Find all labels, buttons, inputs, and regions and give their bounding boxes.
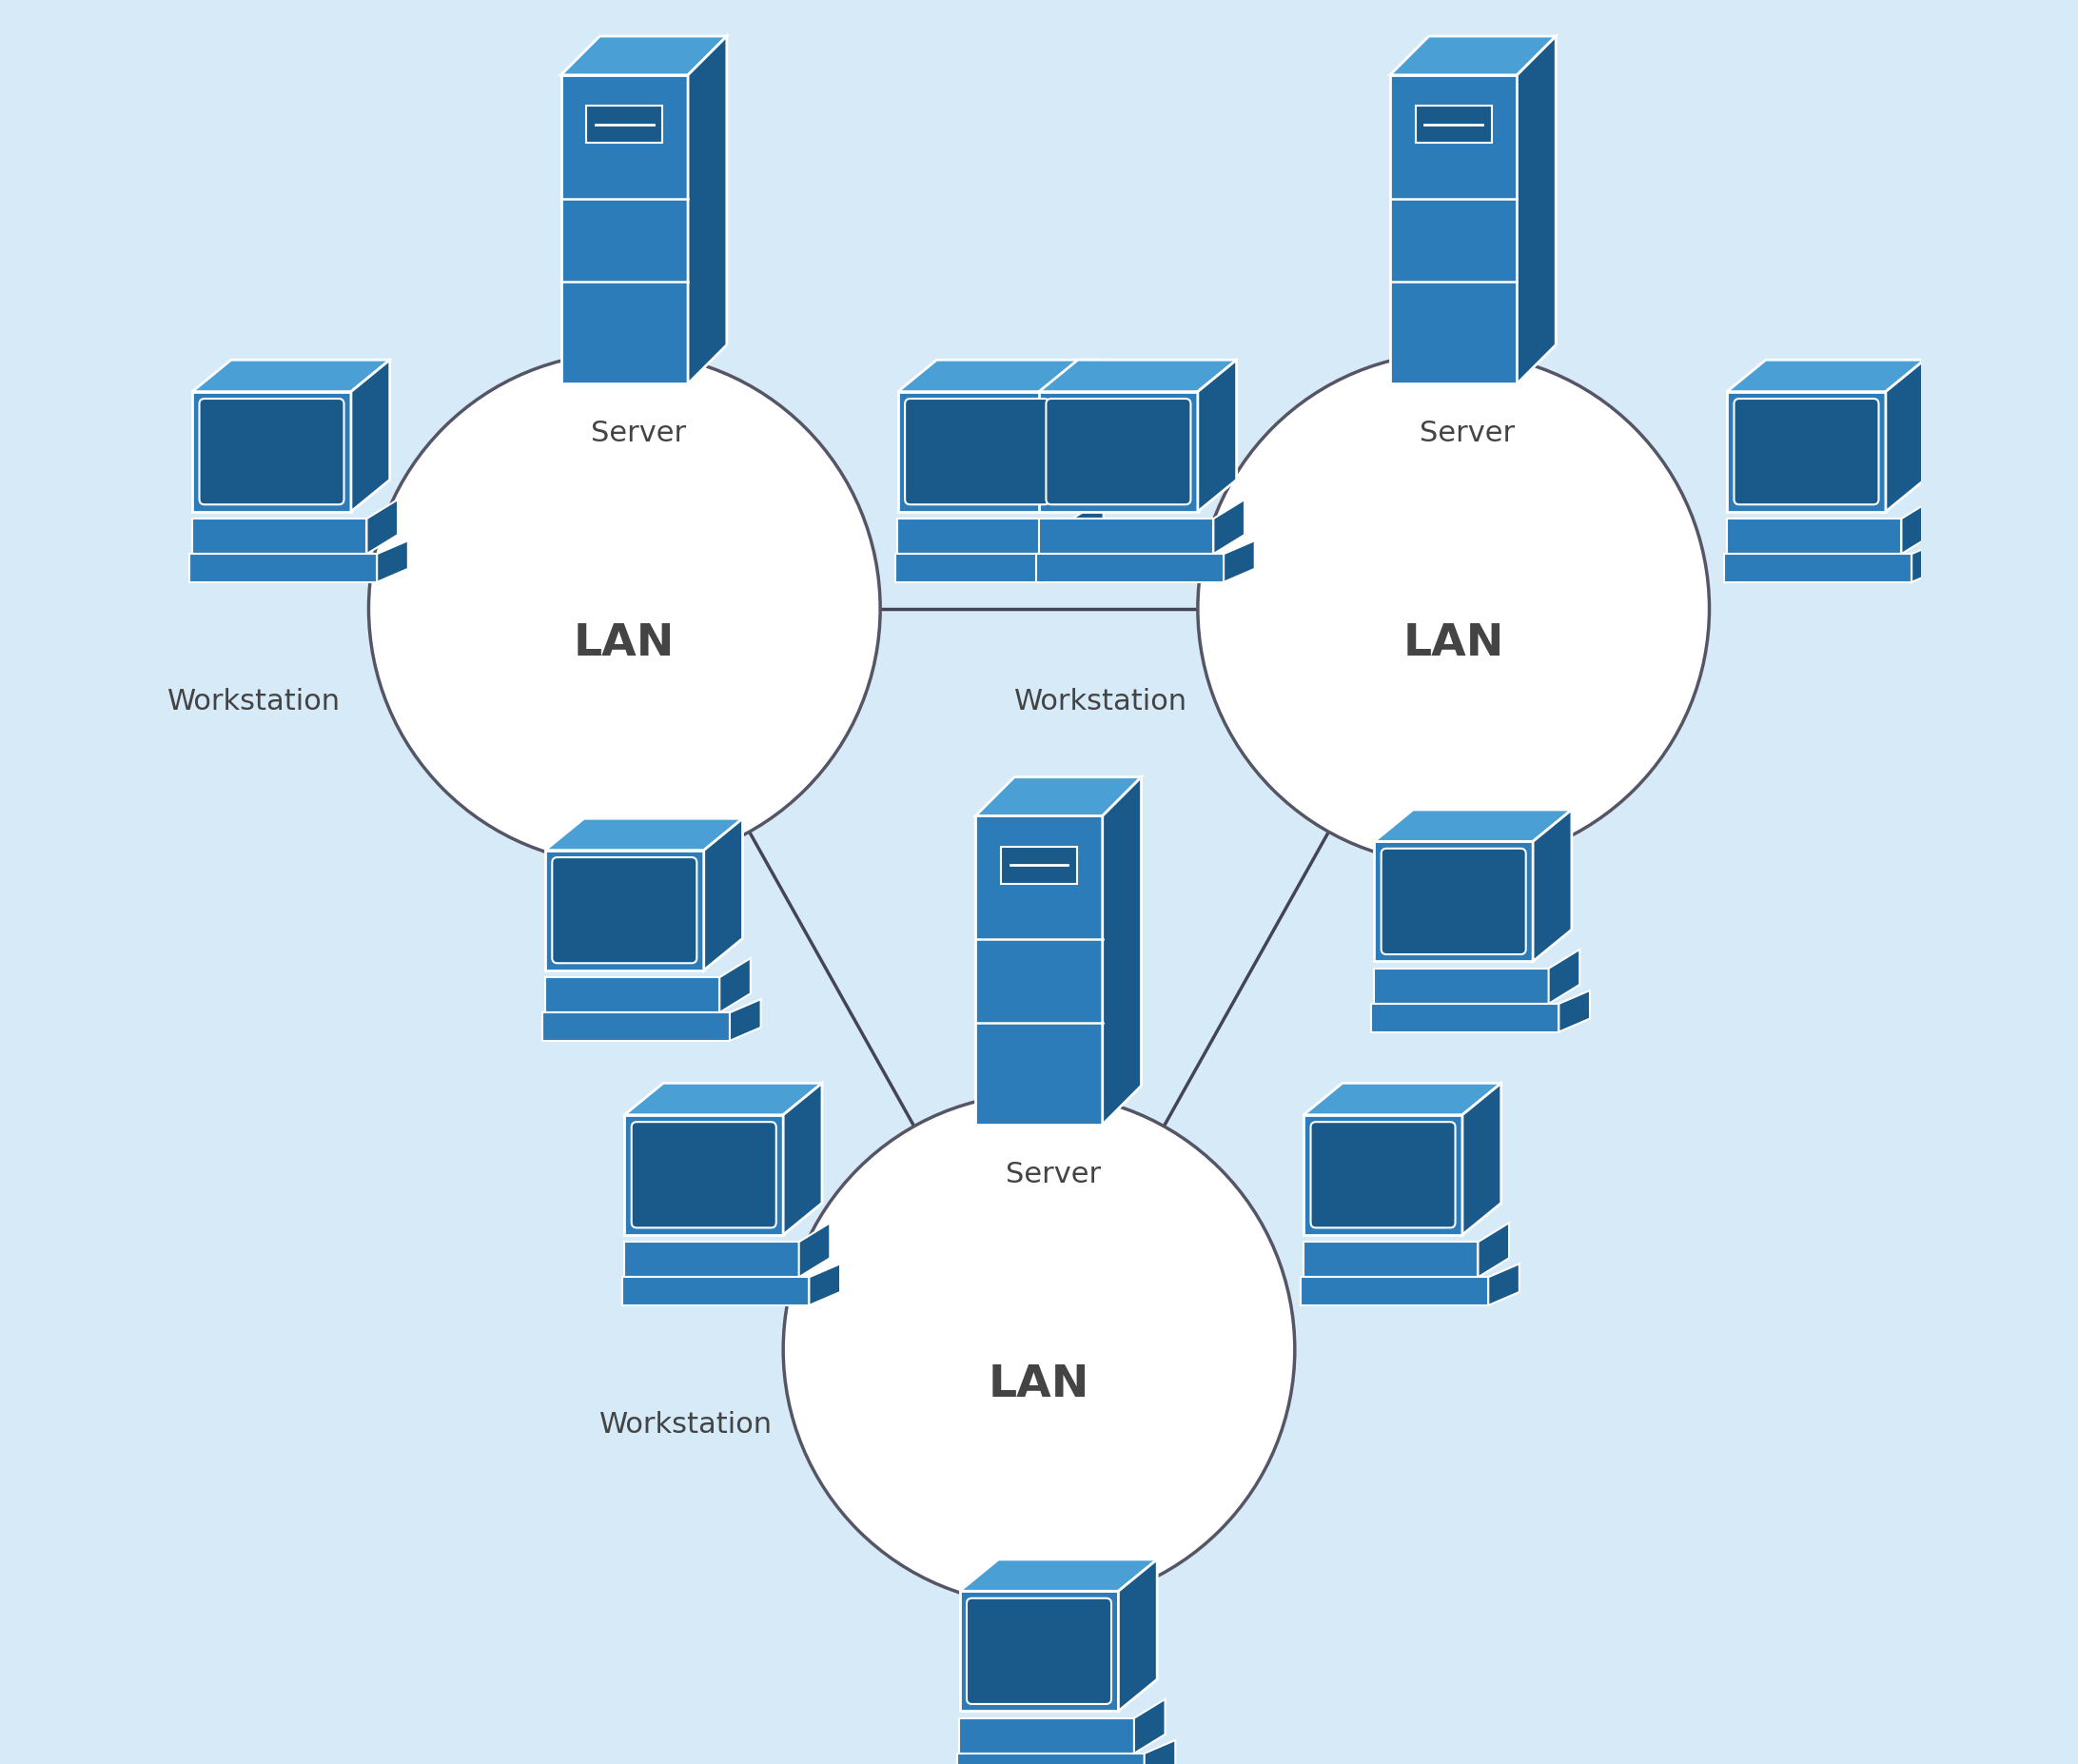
Polygon shape	[1463, 1083, 1500, 1235]
Text: LAN: LAN	[989, 1364, 1089, 1406]
Polygon shape	[808, 1263, 840, 1305]
Polygon shape	[1912, 540, 1943, 582]
Polygon shape	[1118, 1559, 1157, 1711]
Polygon shape	[1548, 949, 1579, 1004]
Text: Workstation: Workstation	[168, 688, 341, 716]
FancyBboxPatch shape	[966, 1598, 1112, 1704]
Polygon shape	[1558, 990, 1590, 1032]
FancyBboxPatch shape	[958, 1753, 1145, 1764]
Polygon shape	[1901, 499, 1933, 554]
Polygon shape	[1145, 1739, 1176, 1764]
FancyBboxPatch shape	[625, 1115, 783, 1235]
FancyBboxPatch shape	[1039, 519, 1214, 554]
Polygon shape	[1039, 360, 1236, 392]
Polygon shape	[625, 1083, 823, 1115]
FancyBboxPatch shape	[621, 1277, 808, 1305]
Text: LAN: LAN	[574, 623, 675, 665]
FancyBboxPatch shape	[1002, 847, 1076, 884]
FancyBboxPatch shape	[960, 1591, 1118, 1711]
FancyBboxPatch shape	[904, 399, 1049, 505]
Text: Workstation: Workstation	[1014, 688, 1187, 716]
Polygon shape	[544, 818, 742, 850]
Circle shape	[368, 353, 881, 864]
Circle shape	[1197, 353, 1710, 864]
Polygon shape	[729, 998, 761, 1041]
FancyBboxPatch shape	[1303, 1242, 1477, 1277]
FancyBboxPatch shape	[1374, 841, 1534, 961]
Polygon shape	[1390, 35, 1556, 76]
FancyBboxPatch shape	[1733, 399, 1879, 505]
FancyBboxPatch shape	[1311, 1122, 1455, 1228]
FancyBboxPatch shape	[960, 1718, 1135, 1753]
FancyBboxPatch shape	[1382, 848, 1525, 954]
FancyBboxPatch shape	[1045, 399, 1191, 505]
Polygon shape	[719, 958, 750, 1013]
Text: Workstation: Workstation	[601, 1411, 773, 1439]
Polygon shape	[1303, 1083, 1500, 1115]
FancyBboxPatch shape	[1727, 392, 1885, 512]
Polygon shape	[1534, 810, 1571, 961]
Text: Server: Server	[590, 420, 686, 448]
FancyBboxPatch shape	[553, 857, 696, 963]
FancyBboxPatch shape	[1037, 554, 1224, 582]
Polygon shape	[1517, 35, 1556, 385]
Polygon shape	[1056, 360, 1095, 512]
Polygon shape	[376, 540, 407, 582]
FancyBboxPatch shape	[1039, 392, 1197, 512]
Polygon shape	[975, 776, 1141, 815]
Polygon shape	[193, 360, 391, 392]
Polygon shape	[704, 818, 742, 970]
Polygon shape	[688, 35, 727, 385]
Polygon shape	[1885, 360, 1924, 512]
FancyBboxPatch shape	[542, 1013, 729, 1041]
FancyBboxPatch shape	[898, 392, 1056, 512]
Polygon shape	[1197, 360, 1236, 512]
FancyBboxPatch shape	[975, 817, 1103, 1125]
FancyBboxPatch shape	[896, 554, 1083, 582]
Polygon shape	[898, 360, 1095, 392]
Polygon shape	[783, 1083, 823, 1235]
FancyBboxPatch shape	[199, 399, 345, 505]
Polygon shape	[1072, 499, 1103, 554]
FancyBboxPatch shape	[898, 519, 1072, 554]
Polygon shape	[1135, 1699, 1166, 1753]
Polygon shape	[561, 35, 727, 76]
FancyBboxPatch shape	[191, 519, 366, 554]
Text: Server: Server	[1006, 1161, 1101, 1189]
Polygon shape	[960, 1559, 1157, 1591]
FancyBboxPatch shape	[1371, 1004, 1558, 1032]
FancyBboxPatch shape	[1374, 968, 1548, 1004]
FancyBboxPatch shape	[1725, 554, 1912, 582]
FancyBboxPatch shape	[1301, 1277, 1488, 1305]
Polygon shape	[1477, 1222, 1509, 1277]
Polygon shape	[1083, 540, 1114, 582]
FancyBboxPatch shape	[632, 1122, 777, 1228]
Text: Server: Server	[1419, 420, 1515, 448]
Polygon shape	[798, 1222, 829, 1277]
Polygon shape	[351, 360, 391, 512]
Circle shape	[783, 1094, 1295, 1605]
FancyBboxPatch shape	[544, 850, 704, 970]
FancyBboxPatch shape	[1727, 519, 1901, 554]
FancyBboxPatch shape	[189, 554, 376, 582]
FancyBboxPatch shape	[1390, 76, 1517, 385]
Polygon shape	[1727, 360, 1924, 392]
FancyBboxPatch shape	[586, 106, 663, 143]
Polygon shape	[1374, 810, 1571, 841]
FancyBboxPatch shape	[193, 392, 351, 512]
Polygon shape	[1214, 499, 1245, 554]
Polygon shape	[366, 499, 397, 554]
FancyBboxPatch shape	[561, 76, 688, 385]
Polygon shape	[1103, 776, 1141, 1125]
Text: LAN: LAN	[1403, 623, 1504, 665]
FancyBboxPatch shape	[1415, 106, 1492, 143]
FancyBboxPatch shape	[1303, 1115, 1463, 1235]
Polygon shape	[1488, 1263, 1519, 1305]
FancyBboxPatch shape	[623, 1242, 798, 1277]
FancyBboxPatch shape	[544, 977, 719, 1013]
Polygon shape	[1224, 540, 1255, 582]
